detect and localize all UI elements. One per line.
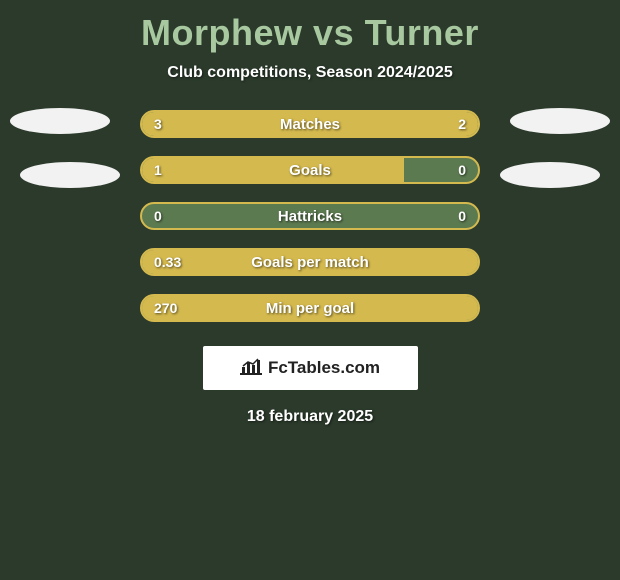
player-left-photo-placeholder-1 xyxy=(10,108,110,134)
stat-label: Hattricks xyxy=(142,204,478,228)
stats-section: 3 Matches 2 1 Goals 0 0 Hattricks 0 0.33… xyxy=(0,110,620,426)
chart-icon xyxy=(240,357,268,380)
stat-value-right: 0 xyxy=(458,204,466,228)
comparison-widget: Morphew vs Turner Club competitions, Sea… xyxy=(0,0,620,426)
stat-row-goals-per-match: 0.33 Goals per match xyxy=(140,248,480,276)
stat-label: Goals per match xyxy=(142,250,478,274)
stat-label: Matches xyxy=(142,112,478,136)
stat-row-matches: 3 Matches 2 xyxy=(140,110,480,138)
date-label: 18 february 2025 xyxy=(247,408,373,426)
player-right-photo-placeholder-1 xyxy=(510,108,610,134)
stat-label: Min per goal xyxy=(142,296,478,320)
stat-value-right: 0 xyxy=(458,158,466,182)
page-title: Morphew vs Turner xyxy=(141,12,479,54)
logo-text: FcTables.com xyxy=(268,358,380,378)
player-right-photo-placeholder-2 xyxy=(500,162,600,188)
player-left-photo-placeholder-2 xyxy=(20,162,120,188)
stat-row-hattricks: 0 Hattricks 0 xyxy=(140,202,480,230)
stat-label: Goals xyxy=(142,158,478,182)
stat-value-right: 2 xyxy=(458,112,466,136)
stat-row-goals: 1 Goals 0 xyxy=(140,156,480,184)
logo[interactable]: FcTables.com xyxy=(203,346,418,390)
stat-row-min-per-goal: 270 Min per goal xyxy=(140,294,480,322)
subtitle: Club competitions, Season 2024/2025 xyxy=(167,64,452,82)
